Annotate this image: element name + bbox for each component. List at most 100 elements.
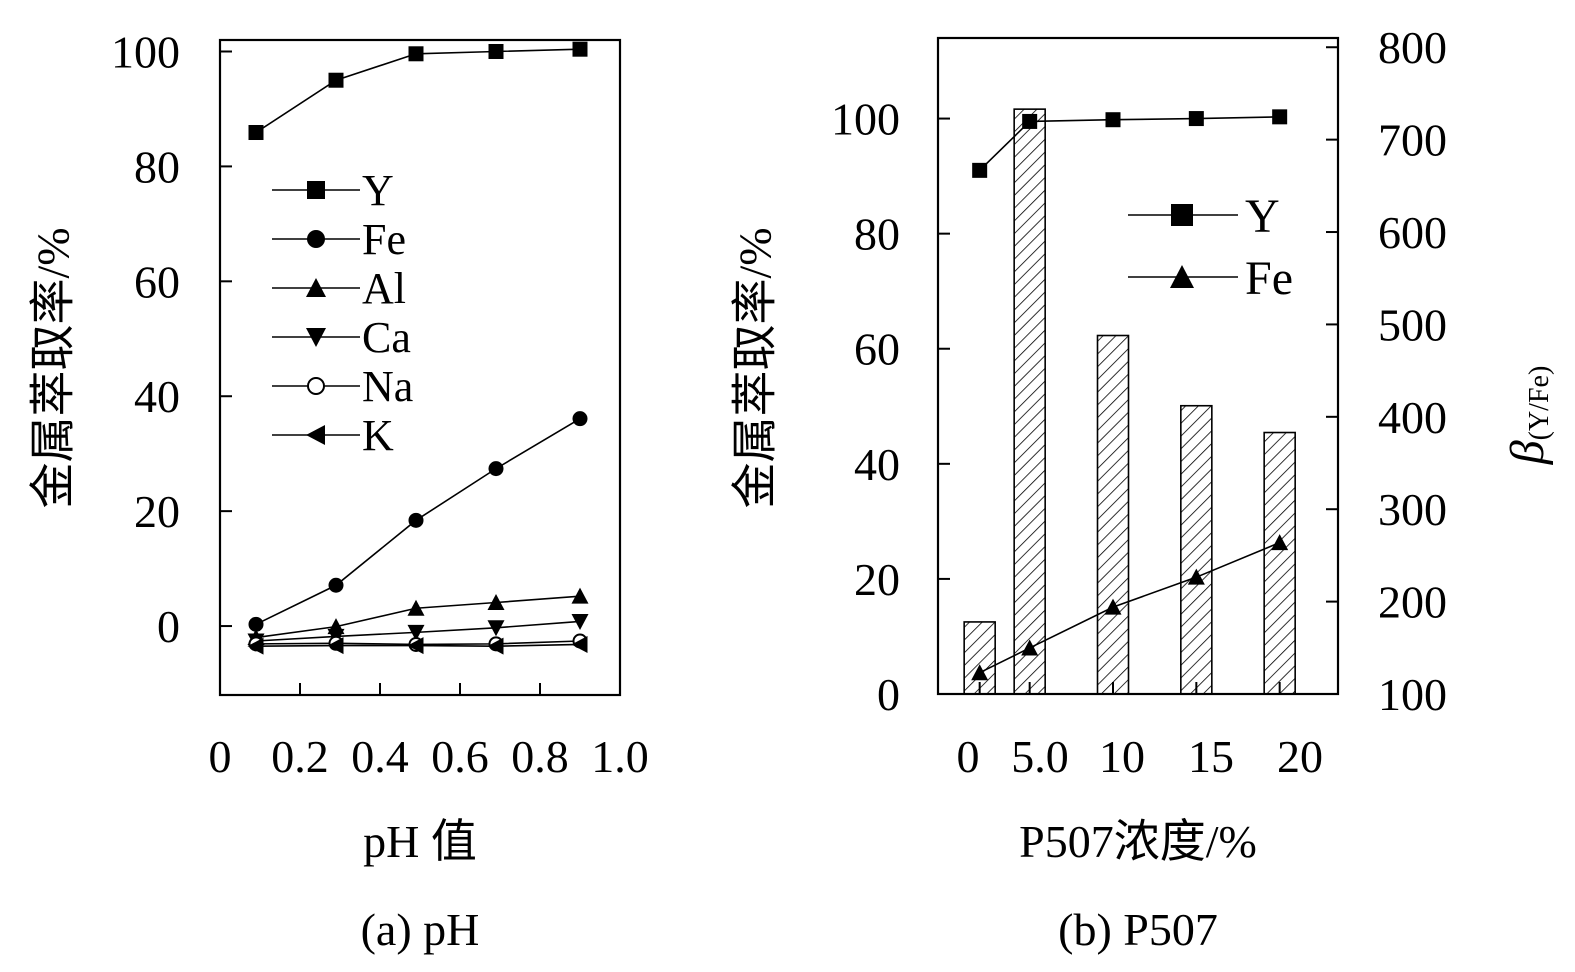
panel-a-y-axis-label: 金属萃取率/% bbox=[28, 227, 79, 508]
bar bbox=[1013, 108, 1046, 695]
legend-marker-Y bbox=[1171, 204, 1193, 226]
panel-b-y-axis-label: 金属萃取率/% bbox=[730, 227, 781, 508]
beta-symbol: β bbox=[1501, 440, 1554, 465]
x-tick-label: 5.0 bbox=[1011, 731, 1069, 782]
x-tick-label: 0 bbox=[957, 731, 980, 782]
panel-a-plot-frame bbox=[218, 38, 622, 697]
panel-a-series bbox=[247, 41, 589, 655]
y2-tick-label: 200 bbox=[1378, 577, 1447, 628]
data-point-Y bbox=[488, 43, 504, 59]
legend-marker-Na bbox=[307, 377, 325, 395]
data-point-Al bbox=[487, 593, 505, 610]
data-point-Al bbox=[407, 599, 425, 616]
y-tick-label: 40 bbox=[854, 439, 900, 490]
data-point-Fe bbox=[408, 512, 424, 528]
data-point-Al bbox=[571, 587, 589, 604]
panel-b-ticks: 0 20 40 60 80 100 100 200 300 400 500 600 700 800 0 5.0… bbox=[831, 22, 1447, 782]
panel-b-plot-frame bbox=[936, 36, 1340, 696]
legend-label-Na: Na bbox=[362, 362, 413, 411]
y-tick-label: 40 bbox=[134, 371, 180, 422]
panel-b-series bbox=[971, 109, 1289, 681]
data-point-Y bbox=[1188, 111, 1204, 127]
panel-b-y2-axis-label: β(Y/Fe) bbox=[1501, 366, 1555, 466]
bar bbox=[1263, 431, 1296, 695]
y-tick-label: 100 bbox=[111, 26, 180, 77]
data-point-Fe bbox=[1021, 639, 1039, 656]
legend-marker-Fe bbox=[307, 230, 325, 248]
y-tick-label: 100 bbox=[831, 94, 900, 145]
data-point-Fe bbox=[488, 461, 504, 477]
data-point-Fe bbox=[1271, 534, 1289, 551]
legend-marker-Ca bbox=[306, 328, 326, 347]
panel-b-x-axis-label: P507浓度/% bbox=[1019, 816, 1257, 867]
y-tick-label: 20 bbox=[854, 554, 900, 605]
bar bbox=[1096, 334, 1130, 695]
data-point-Ca bbox=[407, 624, 425, 641]
data-point-Fe bbox=[328, 577, 344, 593]
panel-b-bars bbox=[963, 108, 1296, 695]
data-point-Fe bbox=[1104, 598, 1122, 615]
y2-tick-label: 300 bbox=[1378, 484, 1447, 535]
legend-label-Fe: Fe bbox=[1245, 252, 1293, 305]
legend-marker-Y bbox=[307, 181, 325, 199]
data-point-Y bbox=[248, 125, 264, 141]
y-tick-label: 0 bbox=[157, 601, 180, 652]
x-tick-label: 0.4 bbox=[351, 731, 409, 782]
x-tick-label: 0.2 bbox=[271, 731, 329, 782]
data-point-Y bbox=[1272, 109, 1288, 125]
x-tick-label: 0.8 bbox=[511, 731, 569, 782]
y-tick-label: 60 bbox=[854, 324, 900, 375]
data-point-K bbox=[487, 637, 504, 655]
data-point-K bbox=[247, 637, 264, 655]
data-point-Y bbox=[1105, 112, 1121, 128]
x-tick-label: 10 bbox=[1099, 731, 1145, 782]
legend-marker-K bbox=[306, 425, 325, 445]
y2-tick-label: 800 bbox=[1378, 22, 1447, 73]
x-tick-label: 15 bbox=[1188, 731, 1234, 782]
panel-b-legend: Y Fe bbox=[1128, 190, 1293, 305]
panel-a-ticks: 0 20 40 60 80 100 0 0.2 0.4 0.6 0.8 1.0 bbox=[111, 26, 649, 782]
y2-tick-label: 500 bbox=[1378, 299, 1447, 350]
y2-tick-label: 600 bbox=[1378, 207, 1447, 258]
data-point-Ca bbox=[571, 613, 589, 630]
bar bbox=[1180, 404, 1213, 695]
data-point-Y bbox=[972, 162, 988, 178]
data-point-Fe bbox=[248, 616, 264, 632]
y-tick-label: 60 bbox=[134, 256, 180, 307]
y2-tick-label: 100 bbox=[1378, 669, 1447, 720]
beta-subscript: (Y/Fe) bbox=[1524, 366, 1555, 441]
data-point-K bbox=[571, 635, 588, 653]
x-tick-label: 0.6 bbox=[431, 731, 489, 782]
legend-label-K: K bbox=[362, 411, 394, 460]
legend-label-Y: Y bbox=[1245, 190, 1280, 243]
data-point-K bbox=[407, 637, 424, 655]
panel-b-caption: (b) P507 bbox=[1058, 904, 1218, 955]
x-tick-label: 1.0 bbox=[591, 731, 649, 782]
panel-b-p507: 0 20 40 60 80 100 100 200 300 400 500 600 700 800 0 5.0… bbox=[730, 22, 1556, 955]
data-point-Ca bbox=[487, 620, 505, 637]
y2-tick-label: 700 bbox=[1378, 115, 1447, 166]
legend-label-Al: Al bbox=[362, 264, 406, 313]
y-tick-label: 80 bbox=[134, 141, 180, 192]
legend-label-Y: Y bbox=[362, 166, 394, 215]
x-tick-label: 0 bbox=[209, 731, 232, 782]
series-line-Y bbox=[255, 48, 581, 134]
legend-label-Ca: Ca bbox=[362, 313, 411, 362]
y2-tick-label: 400 bbox=[1378, 392, 1447, 443]
data-point-Fe bbox=[572, 411, 588, 427]
data-point-Y bbox=[1022, 113, 1038, 129]
y-tick-label: 0 bbox=[877, 669, 900, 720]
panel-a-caption: (a) pH bbox=[361, 904, 480, 955]
data-point-Fe bbox=[1187, 568, 1205, 585]
data-point-Y bbox=[328, 72, 344, 88]
bar bbox=[963, 621, 996, 695]
legend-label-Fe: Fe bbox=[362, 215, 406, 264]
data-point-Y bbox=[408, 46, 424, 62]
panel-a-x-axis-label: pH 值 bbox=[363, 816, 477, 867]
y-tick-label: 20 bbox=[134, 486, 180, 537]
legend-marker-Fe bbox=[1170, 265, 1194, 288]
panel-b-y2-axis-label-text: β(Y/Fe) bbox=[1501, 366, 1555, 466]
x-tick-label: 20 bbox=[1277, 731, 1323, 782]
y-tick-label: 80 bbox=[854, 209, 900, 260]
